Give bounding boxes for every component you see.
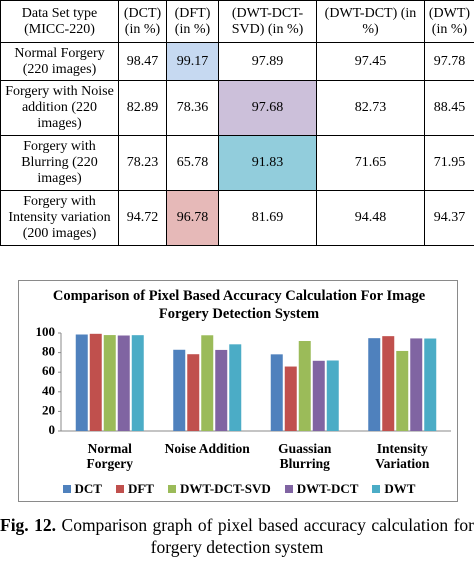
legend-swatch <box>372 485 381 493</box>
bar <box>270 354 283 431</box>
bar <box>326 360 339 431</box>
x-tick-label: Intensity Variation <box>375 441 430 471</box>
header-cell: (DWT) (in %) <box>424 0 474 43</box>
header-cell: (DWT-DCT) (in %) <box>316 0 425 43</box>
y-tick-label: 100 <box>36 327 56 339</box>
chart-title: Comparison of Pixel Based Accuracy Calcu… <box>52 288 426 322</box>
cell: 65.78 <box>166 135 219 191</box>
bar <box>173 349 186 431</box>
bar <box>75 334 88 431</box>
cell: 78.23 <box>118 135 167 191</box>
bar <box>368 338 381 431</box>
header-cell: (DFT) (in %) <box>166 0 219 43</box>
row: Forgery with Blurring (220 images) 78.23… <box>0 135 474 191</box>
legend-swatch <box>62 485 71 493</box>
cell: 97.78 <box>424 42 474 81</box>
bar <box>215 349 228 431</box>
chart: Comparison of Pixel Based Accuracy Calcu… <box>18 280 458 502</box>
bar <box>131 335 144 431</box>
cell: 96.78 <box>166 190 219 246</box>
y-tick-label: 80 <box>42 344 55 359</box>
bar <box>298 341 311 431</box>
plot-area: 0 20 40 60 80 100 <box>36 327 451 437</box>
cell: 97.68 <box>218 80 317 136</box>
cell: 94.72 <box>118 190 167 246</box>
y-tick-label: 60 <box>42 363 55 378</box>
bar <box>382 336 395 431</box>
results-table: Data Set type (MICC-220) (DCT) (in %) (D… <box>0 0 474 246</box>
row-label: Forgery with Intensity variation (200 im… <box>0 190 119 246</box>
bar <box>410 338 423 431</box>
cell: 71.65 <box>316 135 425 191</box>
caption-label: Fig. 12. <box>0 515 57 535</box>
x-tick-label: Guassian Blurring <box>278 441 332 471</box>
row: Normal Forgery (220 images) 98.47 99.17 … <box>0 42 474 81</box>
legend-item: DWT-DCT-SVD <box>167 481 271 497</box>
cell: 97.89 <box>218 42 317 81</box>
cell: 98.47 <box>118 42 167 81</box>
cell: 82.73 <box>316 80 425 136</box>
row-label: Normal Forgery (220 images) <box>0 42 119 81</box>
row-label: Forgery with Blurring (220 images) <box>0 135 119 191</box>
bar <box>201 335 214 431</box>
x-tick-label: Noise Addition <box>164 441 250 456</box>
cell: 94.37 <box>424 190 474 246</box>
y-tick-label: 40 <box>42 383 55 398</box>
cell: 97.45 <box>316 42 425 81</box>
cell: 91.83 <box>218 135 317 191</box>
legend-label: DFT <box>127 481 154 496</box>
cell: 78.36 <box>166 80 219 136</box>
bar <box>396 350 409 431</box>
row: Forgery with Noise addition (220 images)… <box>0 80 474 136</box>
legend-label: DCT <box>74 481 102 496</box>
legend-swatch <box>167 485 176 493</box>
header-row: Data Set type (MICC-220) (DCT) (in %) (D… <box>0 0 474 43</box>
row: Forgery with Intensity variation (200 im… <box>0 190 474 246</box>
legend-swatch <box>284 485 293 493</box>
bar <box>103 335 116 431</box>
row-label: Forgery with Noise addition (220 images) <box>0 80 119 136</box>
cell: 99.17 <box>166 42 219 81</box>
legend-item: DWT-DCT <box>284 481 359 497</box>
caption-text: Comparison graph of pixel based accuracy… <box>61 515 474 557</box>
legend-swatch <box>115 485 124 493</box>
y-tick-label: 20 <box>42 402 55 417</box>
header-cell: (DWT-DCT-SVD) (in %) <box>218 0 317 43</box>
bar <box>229 344 242 431</box>
cell: 81.69 <box>218 190 317 246</box>
caption: Fig. 12. Comparison graph of pixel based… <box>0 514 474 558</box>
header-cell: Data Set type (MICC-220) <box>0 0 119 43</box>
bar <box>424 338 437 431</box>
cell: 82.89 <box>118 80 167 136</box>
legend-label: DWT <box>384 481 416 496</box>
bar <box>89 333 102 431</box>
y-tick-label: 0 <box>49 422 56 437</box>
cell: 71.95 <box>424 135 474 191</box>
cell: 88.45 <box>424 80 474 136</box>
cell: 94.48 <box>316 190 425 246</box>
bar <box>284 366 297 431</box>
x-tick-label: Normal Forgery <box>86 441 133 471</box>
legend: DCT DFT DWT-DCT-SVD DWT-DCT DWT <box>19 481 459 497</box>
legend-label: DWT-DCT <box>296 481 359 496</box>
legend-item: DFT <box>115 481 154 497</box>
legend-item: DWT <box>372 481 415 497</box>
legend-item: DCT <box>62 481 102 497</box>
header-cell: (DCT) (in %) <box>118 0 167 43</box>
bar <box>187 354 200 431</box>
bar <box>117 335 130 431</box>
bar <box>312 360 325 431</box>
legend-label: DWT-DCT-SVD <box>179 481 271 496</box>
